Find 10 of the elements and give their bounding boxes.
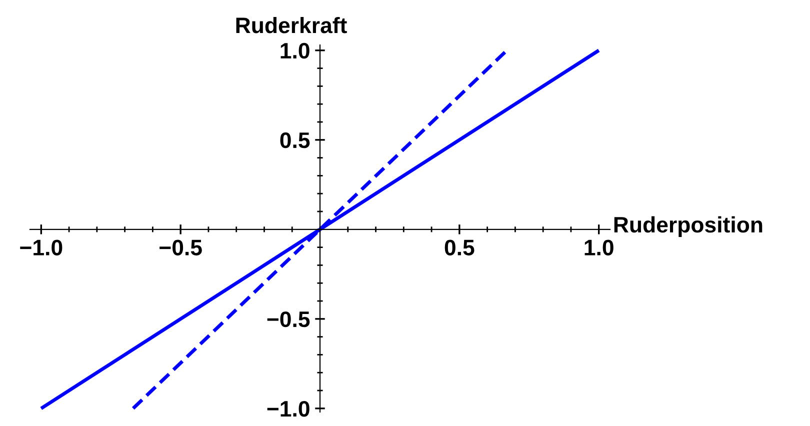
x-axis-title: Ruderposition bbox=[614, 216, 762, 238]
y-tick-label: −0.5 bbox=[267, 311, 310, 328]
y-tick-label: 0.5 bbox=[280, 132, 310, 148]
x-tick-label: 1.0 bbox=[584, 240, 614, 256]
x-tick-label: 0.5 bbox=[444, 240, 474, 256]
x-tick-label: −0.5 bbox=[160, 240, 202, 256]
y-tick-label: −1.0 bbox=[267, 400, 310, 417]
y-tick-label: 1.0 bbox=[280, 42, 310, 59]
y-axis-title: Ruderkraft bbox=[236, 16, 347, 34]
x-tick-label: −1.0 bbox=[20, 240, 62, 256]
